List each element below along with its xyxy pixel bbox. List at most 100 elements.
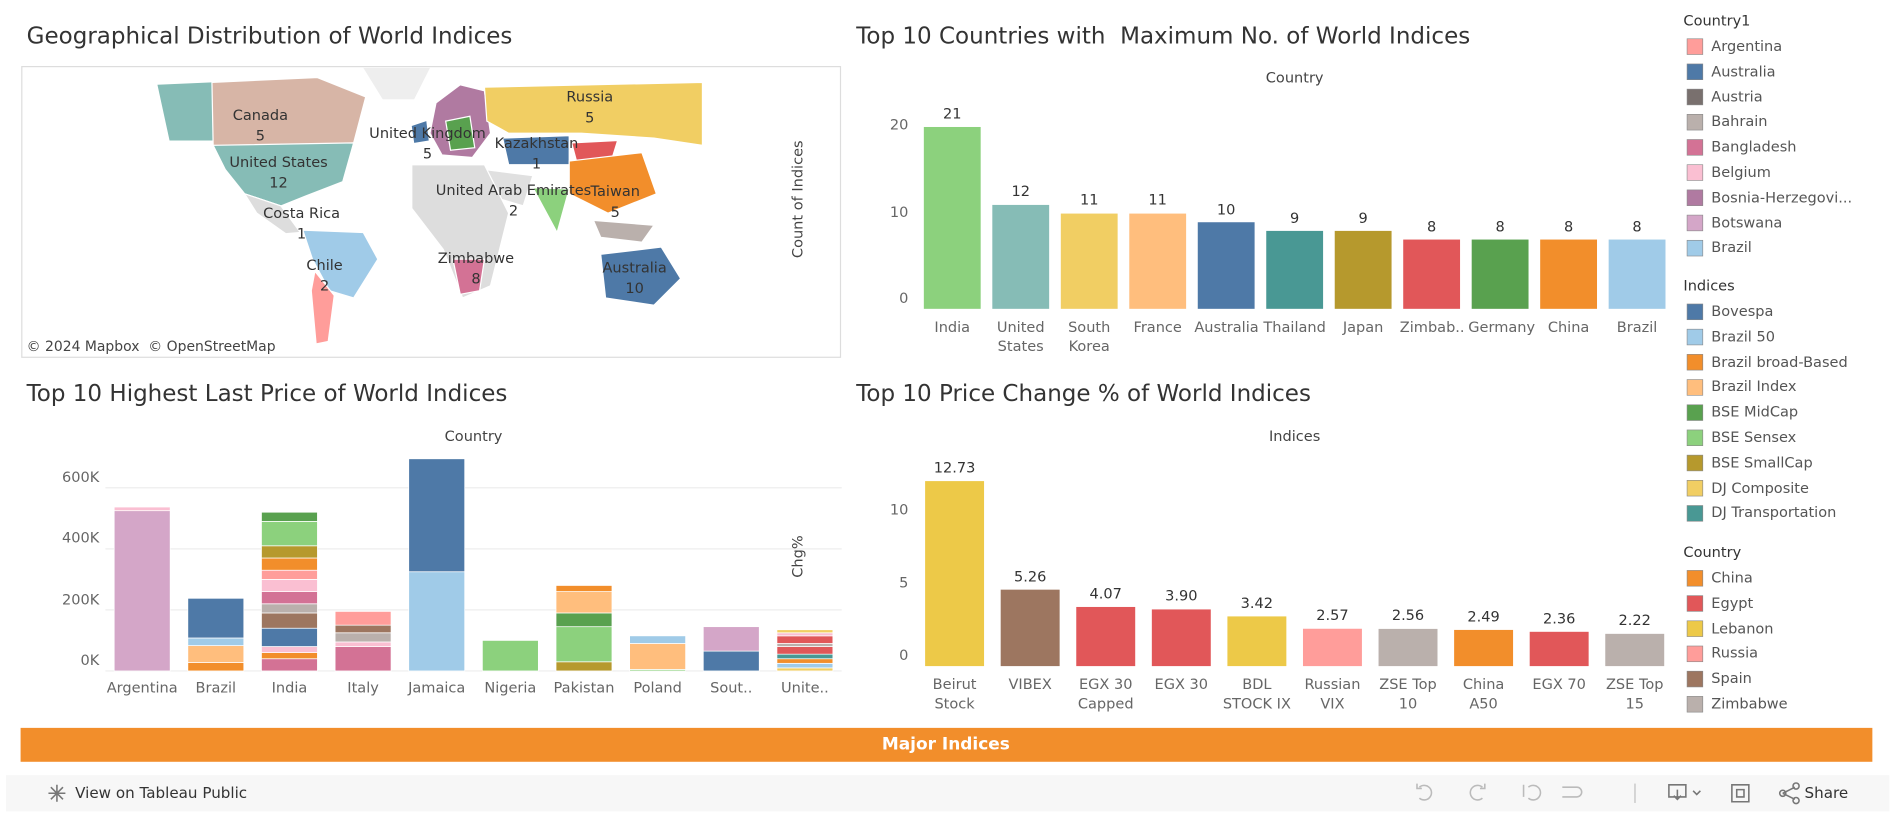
legend-item[interactable]: Bosnia-Herzegovi... xyxy=(1711,188,1853,206)
value-label: 8 xyxy=(1632,217,1642,235)
legend-item[interactable]: Australia xyxy=(1711,62,1776,80)
value-label: 12 xyxy=(1011,183,1030,201)
legend-swatch[interactable] xyxy=(1686,505,1704,522)
value-label: 21 xyxy=(942,105,962,123)
legend-item[interactable]: Botswana xyxy=(1711,213,1783,231)
x-tick-label: BDL STOCK IX xyxy=(1222,675,1291,713)
legend-item[interactable]: Brazil Index xyxy=(1711,378,1797,396)
legend-item[interactable]: Zimbabwe xyxy=(1711,695,1788,713)
bar-segment xyxy=(113,510,171,672)
value-label: 3.90 xyxy=(1165,587,1198,605)
legend-swatch[interactable] xyxy=(1686,139,1704,156)
legend-swatch[interactable] xyxy=(1686,595,1704,612)
legend-swatch[interactable] xyxy=(1686,670,1704,688)
chart-title: Top 10 Highest Last Price of World Indic… xyxy=(26,380,508,407)
bar-segment xyxy=(555,661,613,672)
legend-swatch[interactable] xyxy=(1686,429,1704,446)
legend-swatch[interactable] xyxy=(1686,63,1704,80)
legend-item[interactable]: Lebanon xyxy=(1711,619,1774,637)
bar-segment xyxy=(187,662,245,672)
legend-item[interactable]: Spain xyxy=(1711,669,1752,687)
legend-swatch[interactable] xyxy=(1686,38,1704,55)
bar-segment xyxy=(261,658,318,672)
x-tick-label: India xyxy=(271,679,308,697)
legend-swatch[interactable] xyxy=(1686,164,1704,181)
legend-swatch[interactable] xyxy=(1686,570,1704,587)
map-value: 12 xyxy=(269,174,288,192)
legend-title: Indices xyxy=(1683,277,1735,295)
legend-swatch[interactable] xyxy=(1686,454,1704,472)
map-label: United Kingdom xyxy=(369,124,486,142)
bar-segment xyxy=(776,662,834,669)
map-land xyxy=(411,164,510,299)
refresh-icon[interactable] xyxy=(1562,786,1583,798)
legend-swatch[interactable] xyxy=(1686,189,1704,206)
legend-swatch[interactable] xyxy=(1686,404,1704,421)
dropdown-icon[interactable] xyxy=(1692,790,1701,796)
bar-segment xyxy=(555,626,613,663)
legend-swatch[interactable] xyxy=(1686,239,1704,257)
bar-segment xyxy=(555,591,613,614)
revert-icon[interactable] xyxy=(1522,784,1542,801)
legend-swatch[interactable] xyxy=(1686,354,1704,371)
map-panel xyxy=(21,66,842,358)
bar-segment xyxy=(702,650,760,672)
download-icon[interactable] xyxy=(1668,784,1687,801)
legend-item[interactable]: Russia xyxy=(1711,644,1759,662)
value-label: 11 xyxy=(1079,191,1099,209)
legend-swatch[interactable] xyxy=(1686,88,1704,106)
bar-segment xyxy=(261,603,318,614)
bar-segment xyxy=(776,667,834,672)
banner-bar xyxy=(20,727,1873,762)
legend-swatch[interactable] xyxy=(1686,328,1704,346)
redo-icon[interactable] xyxy=(1469,783,1486,801)
map-label: Chile xyxy=(306,256,343,274)
value-label: 8 xyxy=(1563,217,1574,235)
legend-item[interactable]: Bangladesh xyxy=(1711,138,1797,156)
legend-item[interactable]: DJ Transportation xyxy=(1711,504,1837,522)
legend-item[interactable]: DJ Composite xyxy=(1711,479,1809,497)
map-land xyxy=(411,121,429,143)
share-button[interactable]: Share xyxy=(1804,783,1849,802)
legend-swatch[interactable] xyxy=(1686,379,1704,396)
legend-swatch[interactable] xyxy=(1686,114,1704,131)
legend-item[interactable]: BSE Sensex xyxy=(1711,428,1797,446)
legend-item[interactable]: Bovespa xyxy=(1711,302,1774,320)
view-on-tableau-link[interactable]: View on Tableau Public xyxy=(75,783,248,802)
legend-swatch[interactable] xyxy=(1686,214,1704,232)
share-icon[interactable] xyxy=(1782,786,1796,801)
legend-item[interactable]: Brazil 50 xyxy=(1711,327,1775,345)
legend-item[interactable]: Belgium xyxy=(1711,163,1771,181)
legend-swatch[interactable] xyxy=(1686,303,1704,321)
x-tick-label: Zimbab.. xyxy=(1399,318,1465,336)
value-label: 10 xyxy=(1216,200,1236,218)
map-land xyxy=(483,81,704,147)
legend-item[interactable]: Austria xyxy=(1711,87,1763,105)
legend-swatch[interactable] xyxy=(1686,696,1704,713)
legend-item[interactable]: BSE MidCap xyxy=(1711,403,1799,421)
legend-swatch[interactable] xyxy=(1686,645,1704,663)
map-land xyxy=(157,82,214,141)
legend-item[interactable]: Egypt xyxy=(1711,594,1754,612)
footer-icons xyxy=(48,782,1800,805)
legend-item[interactable]: Brazil xyxy=(1711,239,1752,257)
legend-item[interactable]: China xyxy=(1711,569,1753,587)
bar-segment xyxy=(187,597,245,639)
x-tick-label: Sout.. xyxy=(710,679,753,697)
value-label: 2.56 xyxy=(1391,607,1425,625)
legend-item[interactable]: Brazil broad-Based xyxy=(1711,353,1848,371)
fullscreen-icon[interactable] xyxy=(1731,784,1750,803)
value-label: 5.26 xyxy=(1013,567,1047,585)
bar-segment xyxy=(187,645,245,663)
map-value: 1 xyxy=(296,225,307,243)
legend-item[interactable]: BSE SmallCap xyxy=(1711,453,1813,471)
legend-swatch[interactable] xyxy=(1686,480,1704,497)
legend-item[interactable]: Bahrain xyxy=(1711,113,1768,131)
share-dot xyxy=(1792,796,1800,805)
x-tick-label: China xyxy=(1547,318,1590,336)
y-tick-label: 200K xyxy=(62,590,100,608)
legend-item[interactable]: Argentina xyxy=(1711,37,1783,55)
legend-swatch[interactable] xyxy=(1686,620,1704,637)
undo-icon[interactable] xyxy=(1416,783,1433,801)
